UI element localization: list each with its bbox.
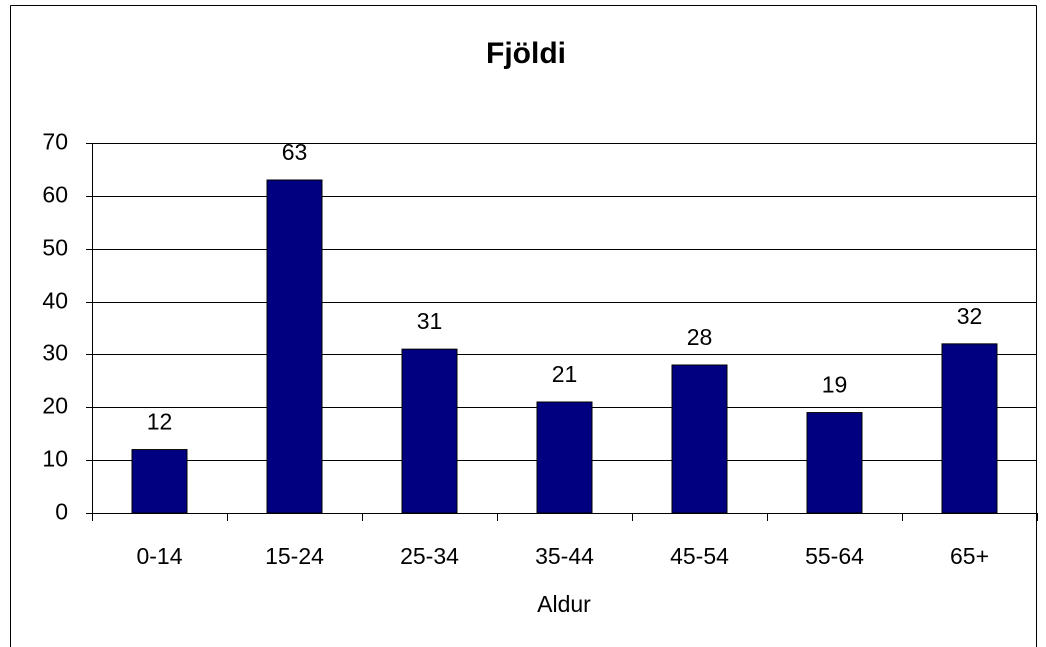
data-label: 31 — [417, 308, 443, 334]
y-tick-label: 60 — [42, 182, 68, 208]
data-label: 12 — [147, 409, 173, 435]
x-tick-label: 55-64 — [805, 543, 864, 569]
bar — [401, 348, 458, 514]
data-label: 19 — [822, 372, 848, 398]
data-label: 32 — [957, 303, 983, 329]
y-tick-label: 70 — [42, 129, 68, 155]
x-tick-label: 35-44 — [535, 543, 594, 569]
data-label: 28 — [687, 324, 713, 350]
bar — [131, 449, 188, 514]
y-tick-label: 30 — [42, 340, 68, 366]
y-tick-label: 20 — [42, 393, 68, 419]
y-tick-label: 50 — [42, 235, 68, 261]
y-tick-label: 10 — [42, 446, 68, 472]
x-tick-label: 0-14 — [136, 543, 182, 569]
data-label: 21 — [552, 361, 578, 387]
bar — [536, 401, 593, 514]
chart-title: Fjöldi — [486, 37, 566, 70]
y-tick-label: 40 — [42, 288, 68, 314]
y-tick-label: 0 — [55, 499, 68, 525]
x-tick-label: 45-54 — [670, 543, 729, 569]
bar — [671, 364, 728, 514]
x-axis-label: Aldur — [537, 591, 591, 617]
bar — [806, 412, 863, 514]
x-tick-label: 15-24 — [265, 543, 324, 569]
bar — [266, 179, 323, 514]
x-tick-label: 25-34 — [400, 543, 459, 569]
bar — [941, 343, 998, 514]
data-label: 63 — [282, 139, 308, 165]
x-tick-label: 65+ — [950, 543, 989, 569]
